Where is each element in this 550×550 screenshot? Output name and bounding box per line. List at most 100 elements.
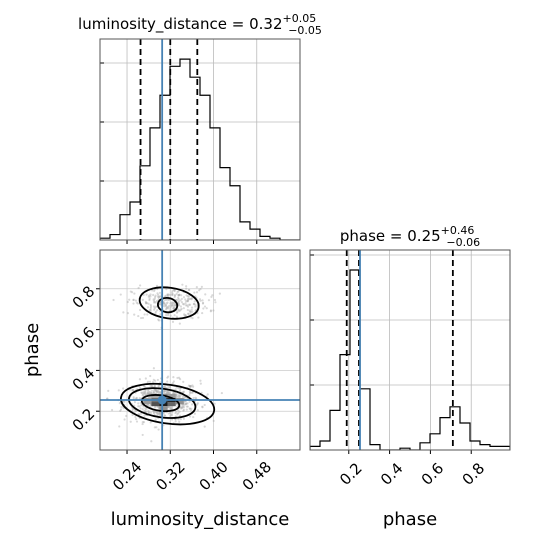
scatter-point [143,313,146,316]
scatter-point [184,402,187,405]
scatter-point [157,385,160,388]
scatter-point [158,412,161,415]
titles: luminosity_distance = 0.32+0.05 −0.05 phas… [78,12,480,249]
scatter-point [177,418,180,421]
scatter-point [174,420,177,423]
scatter-point [202,307,205,310]
scatter-point [178,420,181,423]
scatter-point [177,300,180,303]
scatter-point [179,394,182,397]
scatter-point [159,413,162,416]
scatter-point [201,406,204,409]
scatter-point [186,402,189,405]
scatter-point [170,418,174,421]
scatter-point [131,389,134,392]
scatter-point [147,392,150,395]
scatter-point [189,385,192,388]
x-tick-label: 0.40 [196,458,232,494]
scatter-point [149,303,152,306]
scatter-point [157,391,161,394]
scatter-point [165,390,169,393]
scatter-point [173,307,176,310]
scatter-point [171,289,174,293]
scatter-point [192,302,195,306]
scatter-point [163,389,166,392]
scatter-point [141,316,145,320]
scatter-point [144,390,147,393]
scatter-point [172,392,175,395]
contour-1 [138,286,200,320]
scatter-point [149,403,152,406]
y-tick-label: 0.6 [69,323,99,353]
scatter-point [149,308,152,312]
scatter-point [134,397,138,400]
scatter-point [173,294,177,297]
scatter-point [182,307,185,310]
x-axis-label-phase: phase [383,509,437,530]
scatter-point [155,284,159,287]
scatter-point [186,304,189,307]
density-cell [159,406,168,411]
scatter-point [144,389,147,392]
scatter-point [167,298,170,302]
scatter-point [163,302,166,305]
scatter-point [135,420,139,423]
scatter-point [166,293,169,296]
scatter-point [164,304,168,307]
scatter-point [209,310,212,313]
scatter-point [154,312,157,315]
scatter-point [171,293,174,297]
scatter-point [157,296,160,299]
scatter-point [110,408,114,412]
scatter-point [188,407,191,410]
scatter-point [195,291,199,294]
scatter-point [153,426,156,429]
scatter-point [182,417,185,420]
scatter-point [190,297,193,300]
scatter-point [125,414,128,418]
scatter-point [155,299,159,303]
scatter-point [176,310,179,314]
scatter-point [135,397,138,400]
scatter-point [141,408,144,411]
scatter-point [159,303,162,306]
scatter-point [190,403,194,406]
scatter-point [137,413,140,416]
scatter-point [133,313,136,316]
scatter-point [176,376,179,380]
scatter-point [126,300,129,304]
scatter-point [139,284,142,287]
scatter-point [122,311,125,314]
scatter-point [148,411,151,414]
scatter-point [199,287,202,291]
scatter-point [196,409,199,412]
scatter-point [140,391,143,395]
scatter-point [168,411,172,414]
scatter-point [185,294,188,297]
panel-luminosity-distance-histogram [99,38,301,244]
scatter-point [165,306,168,309]
scatter-point [179,308,182,311]
scatter-point [165,391,168,394]
scatter-point [119,408,123,411]
scatter-point [137,286,140,290]
scatter-point [170,304,173,307]
scatter-point [165,298,168,301]
scatter-point [178,395,181,398]
scatter-point [157,318,160,321]
scatter-point [132,396,135,399]
scatter-point [173,314,176,317]
scatter-point [159,301,162,305]
scatter-point [190,409,193,412]
scatter-point [148,392,151,395]
scatter-point [154,388,157,391]
scatter-point [167,391,170,394]
scatter-point [147,410,150,413]
scatter-point [172,380,175,383]
scatter-point [155,426,158,429]
x-tick-label: 0.6 [418,459,448,489]
scatter-point [188,288,191,292]
scatter-point [182,405,185,408]
scatter-point [133,401,137,404]
scatter-point [119,293,122,296]
